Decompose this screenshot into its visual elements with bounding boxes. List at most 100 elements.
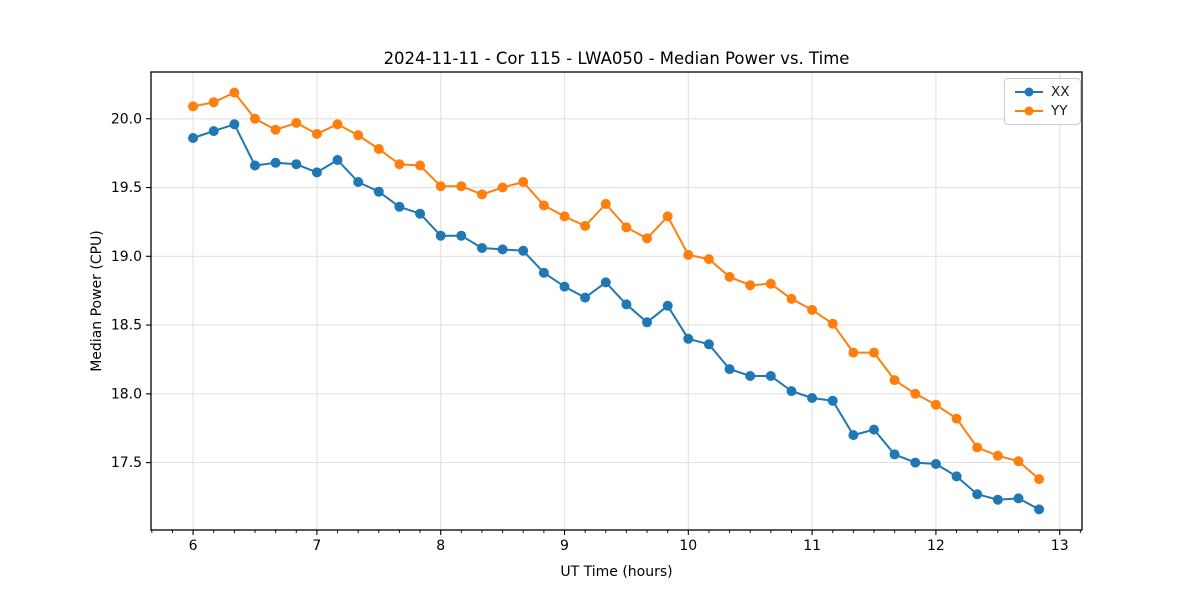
x-tick-label: 10 xyxy=(679,538,697,554)
legend-line-marker-icon xyxy=(1015,87,1043,97)
data-point-xx xyxy=(972,489,983,500)
data-point-yy xyxy=(1013,456,1024,467)
data-point-yy xyxy=(600,199,611,209)
data-point-xx xyxy=(559,281,570,292)
data-point-xx xyxy=(1013,493,1024,504)
data-point-xx xyxy=(270,157,281,168)
data-point-yy xyxy=(745,280,756,291)
data-point-yy xyxy=(765,278,776,289)
data-point-yy xyxy=(1034,474,1045,485)
x-tick-label: 11 xyxy=(803,538,821,554)
series-line-yy xyxy=(192,91,1041,481)
data-point-yy xyxy=(559,211,570,222)
x-tick-label: 12 xyxy=(927,538,945,554)
data-point-xx xyxy=(745,371,756,381)
data-point-yy xyxy=(250,113,260,124)
data-point-xx xyxy=(353,177,364,187)
data-point-xx xyxy=(703,339,714,350)
data-point-yy xyxy=(621,222,632,233)
series-line-xx xyxy=(192,123,1041,511)
data-point-xx xyxy=(394,201,405,212)
data-point-xx xyxy=(415,208,426,219)
data-point-xx xyxy=(497,244,508,255)
data-point-yy xyxy=(477,189,487,200)
data-point-yy xyxy=(992,450,1003,461)
data-point-yy xyxy=(580,221,591,231)
data-point-xx xyxy=(765,371,776,381)
data-point-xx xyxy=(435,230,446,241)
data-point-yy xyxy=(332,119,343,130)
chart-title: 2024-11-11 - Cor 115 - LWA050 - Median P… xyxy=(383,49,850,68)
data-point-xx xyxy=(208,126,219,137)
data-point-yy xyxy=(930,399,941,410)
data-point-yy xyxy=(270,124,281,135)
data-point-yy xyxy=(415,160,426,171)
data-point-yy xyxy=(373,144,384,154)
data-point-yy xyxy=(662,211,673,222)
legend-label-xx: XX xyxy=(1051,84,1070,100)
y-tick-label: 19.0 xyxy=(111,249,142,265)
data-point-xx xyxy=(291,159,302,170)
data-point-xx xyxy=(807,393,818,403)
data-point-xx xyxy=(930,459,941,469)
data-point-yy xyxy=(683,249,694,260)
legend-line-marker-icon xyxy=(1015,106,1043,116)
data-point-yy xyxy=(786,293,797,304)
data-point-yy xyxy=(724,271,735,282)
data-point-yy xyxy=(188,101,199,112)
x-tick-label: 8 xyxy=(436,538,445,554)
data-point-yy xyxy=(951,413,962,424)
data-point-xx xyxy=(332,155,343,165)
data-point-yy xyxy=(827,318,838,329)
data-point-yy xyxy=(394,159,405,170)
x-axis-label: UT Time (hours) xyxy=(560,564,673,580)
plot-border xyxy=(150,71,1083,531)
data-point-xx xyxy=(229,119,240,130)
data-point-xx xyxy=(580,292,591,303)
data-point-xx xyxy=(311,167,322,178)
x-tick-label: 13 xyxy=(1051,538,1069,554)
data-point-xx xyxy=(951,471,962,482)
data-point-yy xyxy=(229,87,240,98)
data-point-yy xyxy=(435,181,446,192)
data-point-yy xyxy=(311,128,322,139)
y-axis-label: Median Power (CPU) xyxy=(89,230,105,372)
data-point-xx xyxy=(786,386,797,397)
data-point-yy xyxy=(208,97,219,108)
x-tick-label: 7 xyxy=(312,538,321,554)
data-point-xx xyxy=(1034,504,1045,515)
data-point-yy xyxy=(497,182,508,193)
data-point-yy xyxy=(456,181,467,192)
data-point-xx xyxy=(827,395,838,406)
data-point-yy xyxy=(869,347,879,358)
data-point-yy xyxy=(848,347,859,358)
x-tick-label: 6 xyxy=(189,538,198,554)
data-point-yy xyxy=(807,304,818,315)
legend-label-yy: YY xyxy=(1051,103,1068,119)
data-point-xx xyxy=(662,300,673,311)
data-point-yy xyxy=(910,388,921,399)
data-point-xx xyxy=(600,277,611,288)
data-point-yy xyxy=(889,375,900,386)
data-point-xx xyxy=(456,230,467,241)
y-tick-label: 18.5 xyxy=(111,318,142,334)
y-tick-label: 19.5 xyxy=(111,180,142,196)
data-point-xx xyxy=(683,333,694,344)
data-point-yy xyxy=(538,200,549,211)
data-point-yy xyxy=(972,442,983,453)
data-point-xx xyxy=(848,430,859,441)
data-point-yy xyxy=(353,130,364,141)
data-point-xx xyxy=(477,243,487,253)
data-point-xx xyxy=(250,160,260,171)
data-point-yy xyxy=(518,177,529,187)
data-point-yy xyxy=(703,254,714,265)
data-point-xx xyxy=(910,457,921,468)
data-point-xx xyxy=(869,424,879,435)
data-point-xx xyxy=(992,494,1003,505)
legend-item-yy: YY xyxy=(1014,103,1070,119)
data-point-xx xyxy=(621,299,632,310)
data-point-xx xyxy=(724,364,735,375)
data-point-xx xyxy=(642,317,652,328)
